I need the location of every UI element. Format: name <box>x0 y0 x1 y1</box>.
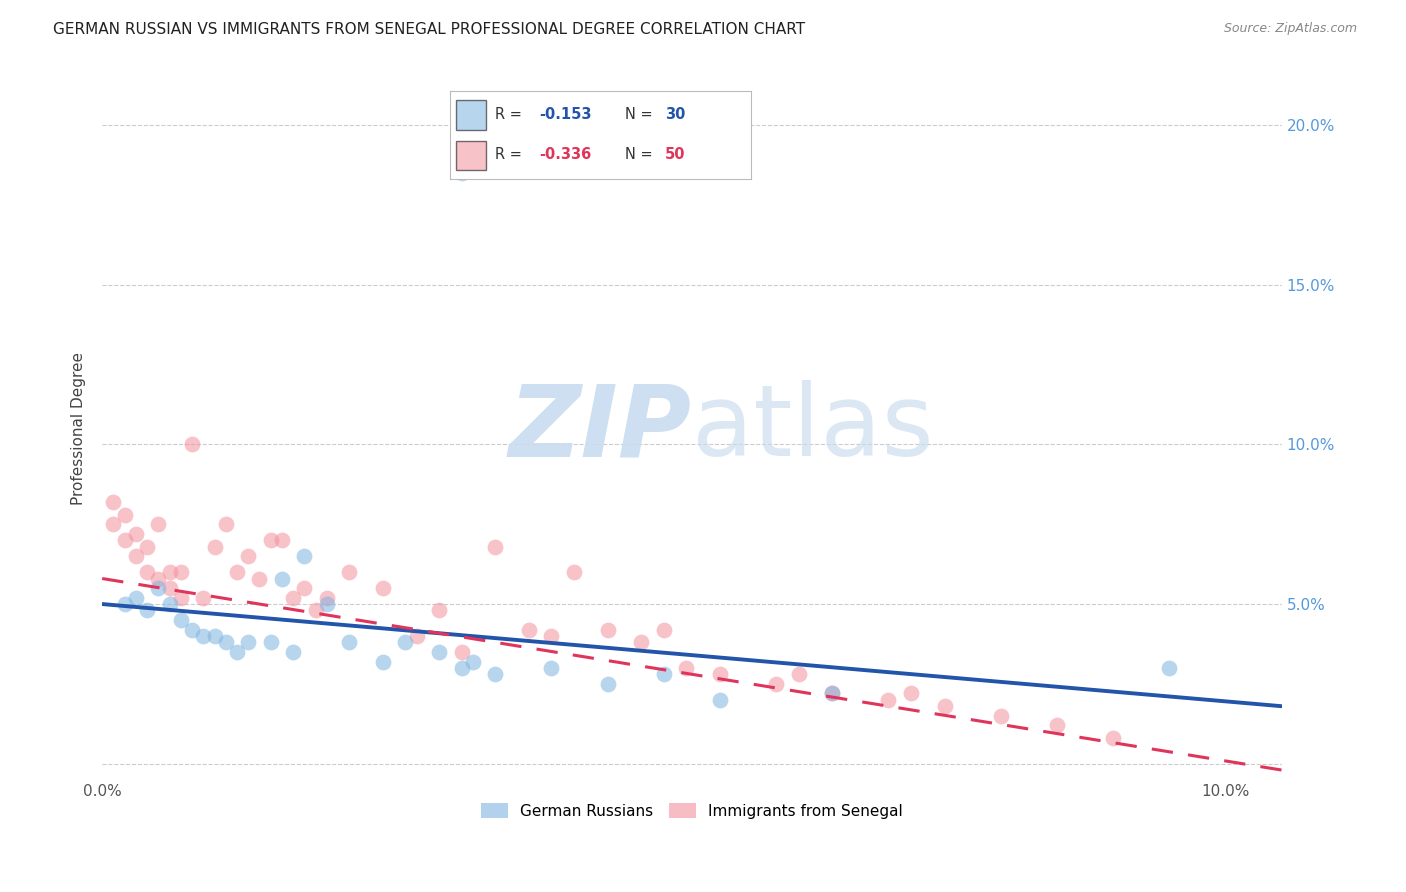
Point <box>427 645 450 659</box>
Point <box>103 495 125 509</box>
Point <box>934 699 956 714</box>
Point <box>709 667 731 681</box>
Point <box>540 661 562 675</box>
Point <box>114 597 136 611</box>
Point <box>193 629 215 643</box>
Point <box>371 655 394 669</box>
Point <box>292 581 315 595</box>
Point <box>159 565 181 579</box>
Point <box>170 613 193 627</box>
Point <box>709 693 731 707</box>
Point <box>517 623 540 637</box>
Point <box>215 517 238 532</box>
Point <box>292 549 315 564</box>
Text: Source: ZipAtlas.com: Source: ZipAtlas.com <box>1223 22 1357 36</box>
Point <box>281 645 304 659</box>
Point <box>371 581 394 595</box>
Point <box>238 549 260 564</box>
Point <box>675 661 697 675</box>
Point <box>159 597 181 611</box>
Point <box>238 635 260 649</box>
Point <box>193 591 215 605</box>
Point <box>125 591 148 605</box>
Point <box>148 581 170 595</box>
Point <box>260 635 283 649</box>
Point <box>821 686 844 700</box>
Point <box>204 540 226 554</box>
Point <box>148 517 170 532</box>
Point <box>226 565 249 579</box>
Point <box>271 533 294 548</box>
Point <box>596 623 619 637</box>
Point <box>450 166 472 180</box>
Point <box>204 629 226 643</box>
Point <box>136 565 159 579</box>
Text: ZIP: ZIP <box>509 380 692 477</box>
Point <box>540 629 562 643</box>
Point <box>787 667 810 681</box>
Point <box>450 661 472 675</box>
Point <box>877 693 900 707</box>
Point <box>181 437 204 451</box>
Point <box>159 581 181 595</box>
Point <box>136 540 159 554</box>
Point <box>315 591 337 605</box>
Point <box>281 591 304 605</box>
Point <box>765 677 787 691</box>
Point <box>484 667 506 681</box>
Point <box>450 645 472 659</box>
Point <box>215 635 238 649</box>
Point <box>630 635 652 649</box>
Point <box>181 623 204 637</box>
Point <box>136 603 159 617</box>
Text: GERMAN RUSSIAN VS IMMIGRANTS FROM SENEGAL PROFESSIONAL DEGREE CORRELATION CHART: GERMAN RUSSIAN VS IMMIGRANTS FROM SENEGA… <box>53 22 806 37</box>
Point <box>114 533 136 548</box>
Point <box>170 565 193 579</box>
Point <box>394 635 416 649</box>
Point <box>271 572 294 586</box>
Point <box>260 533 283 548</box>
Point <box>821 686 844 700</box>
Point <box>304 603 326 617</box>
Point <box>148 572 170 586</box>
Point <box>652 623 675 637</box>
Point <box>125 526 148 541</box>
Point <box>596 677 619 691</box>
Point <box>249 572 271 586</box>
Point <box>652 667 675 681</box>
Point <box>1102 731 1125 745</box>
Point <box>114 508 136 522</box>
Point <box>461 655 484 669</box>
Point <box>125 549 148 564</box>
Point <box>103 517 125 532</box>
Point <box>226 645 249 659</box>
Text: atlas: atlas <box>692 380 934 477</box>
Point <box>990 708 1012 723</box>
Point <box>405 629 427 643</box>
Point <box>337 635 360 649</box>
Y-axis label: Professional Degree: Professional Degree <box>72 352 86 505</box>
Point <box>562 565 585 579</box>
Point <box>1046 718 1069 732</box>
Point <box>900 686 922 700</box>
Point <box>337 565 360 579</box>
Point <box>484 540 506 554</box>
Legend: German Russians, Immigrants from Senegal: German Russians, Immigrants from Senegal <box>474 797 910 824</box>
Point <box>170 591 193 605</box>
Point <box>315 597 337 611</box>
Point <box>427 603 450 617</box>
Point <box>1159 661 1181 675</box>
